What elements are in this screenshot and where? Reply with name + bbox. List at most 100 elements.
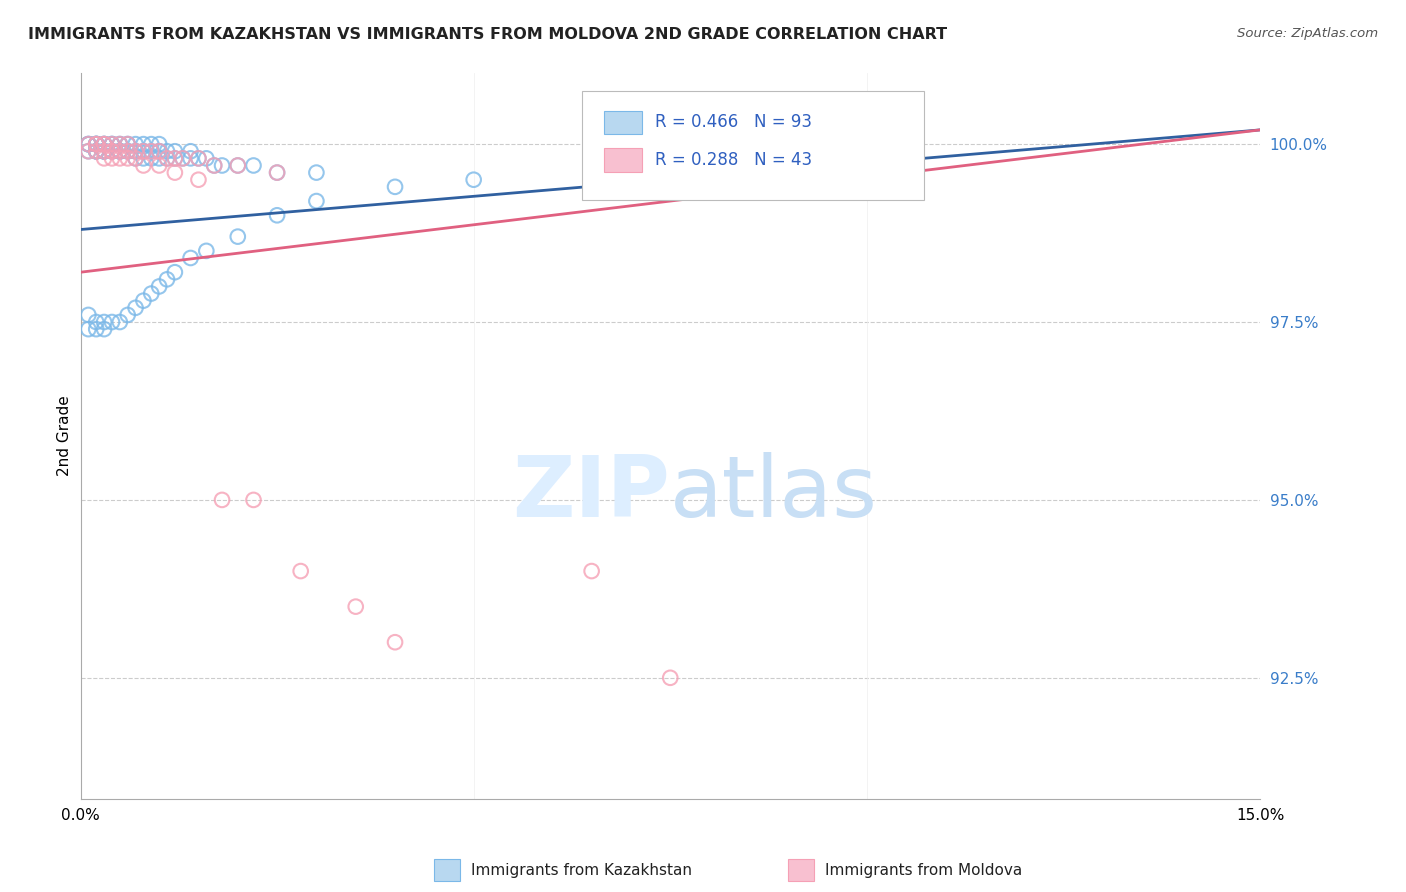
Point [108,152,131,166]
Point [77,137,100,152]
Point [77,322,100,336]
Point [117,137,139,152]
Point [77,137,100,152]
Point [180,251,202,265]
Point [101,137,124,152]
Point [124,137,146,152]
Point [84,145,107,159]
Point [117,145,139,159]
Point [226,159,249,173]
Point [93,137,115,152]
Point [108,137,131,152]
Point [226,229,249,244]
Point [148,145,170,159]
Point [84,145,107,159]
Point [132,145,155,159]
Point [180,152,202,166]
Point [148,152,170,166]
Point [93,315,115,329]
Point [124,152,146,166]
Point [305,194,328,208]
Point [108,145,131,159]
Point [84,315,107,329]
Point [77,145,100,159]
Text: R = 0.288   N = 43: R = 0.288 N = 43 [655,151,813,169]
Point [132,137,155,152]
Text: Source: ZipAtlas.com: Source: ZipAtlas.com [1237,27,1378,40]
Point [101,137,124,152]
Point [84,137,107,152]
Point [124,152,146,166]
Point [156,152,179,166]
Point [84,322,107,336]
Point [148,145,170,159]
Point [132,152,155,166]
Point [187,152,209,166]
Point [101,145,124,159]
Point [117,137,139,152]
Point [84,137,107,152]
Point [132,145,155,159]
Point [778,145,800,159]
Point [463,172,485,186]
Point [180,145,202,159]
Text: atlas: atlas [671,452,879,535]
Point [93,137,115,152]
Y-axis label: 2nd Grade: 2nd Grade [58,395,72,476]
Point [148,137,170,152]
Point [84,137,107,152]
Point [84,137,107,152]
Point [894,137,917,152]
Point [124,145,146,159]
Point [93,145,115,159]
Point [117,308,139,322]
Point [117,145,139,159]
Point [195,152,218,166]
Point [141,152,163,166]
Point [659,671,682,685]
Text: R = 0.466   N = 93: R = 0.466 N = 93 [655,113,811,131]
Point [84,145,107,159]
Point [101,145,124,159]
Point [84,137,107,152]
Point [117,145,139,159]
Point [93,152,115,166]
Point [172,152,194,166]
Point [93,137,115,152]
Point [266,165,288,179]
Point [77,145,100,159]
Point [242,492,264,507]
Point [156,145,179,159]
Point [384,179,406,194]
Point [581,564,603,578]
Point [163,152,186,166]
Point [172,152,194,166]
Point [77,137,100,152]
Point [108,145,131,159]
Point [93,137,115,152]
Point [93,145,115,159]
Point [101,145,124,159]
Text: IMMIGRANTS FROM KAZAKHSTAN VS IMMIGRANTS FROM MOLDOVA 2ND GRADE CORRELATION CHAR: IMMIGRANTS FROM KAZAKHSTAN VS IMMIGRANTS… [28,27,948,42]
Point [84,145,107,159]
Point [101,315,124,329]
Point [101,145,124,159]
Point [211,159,233,173]
Point [187,152,209,166]
Point [101,137,124,152]
Point [77,308,100,322]
Point [202,159,225,173]
Point [211,492,233,507]
Point [93,322,115,336]
Point [202,159,225,173]
Point [108,137,131,152]
Point [124,145,146,159]
Point [384,635,406,649]
Point [163,265,186,279]
Point [141,137,163,152]
Point [108,145,131,159]
Point [187,172,209,186]
Point [778,137,800,152]
Point [163,145,186,159]
Point [266,208,288,222]
